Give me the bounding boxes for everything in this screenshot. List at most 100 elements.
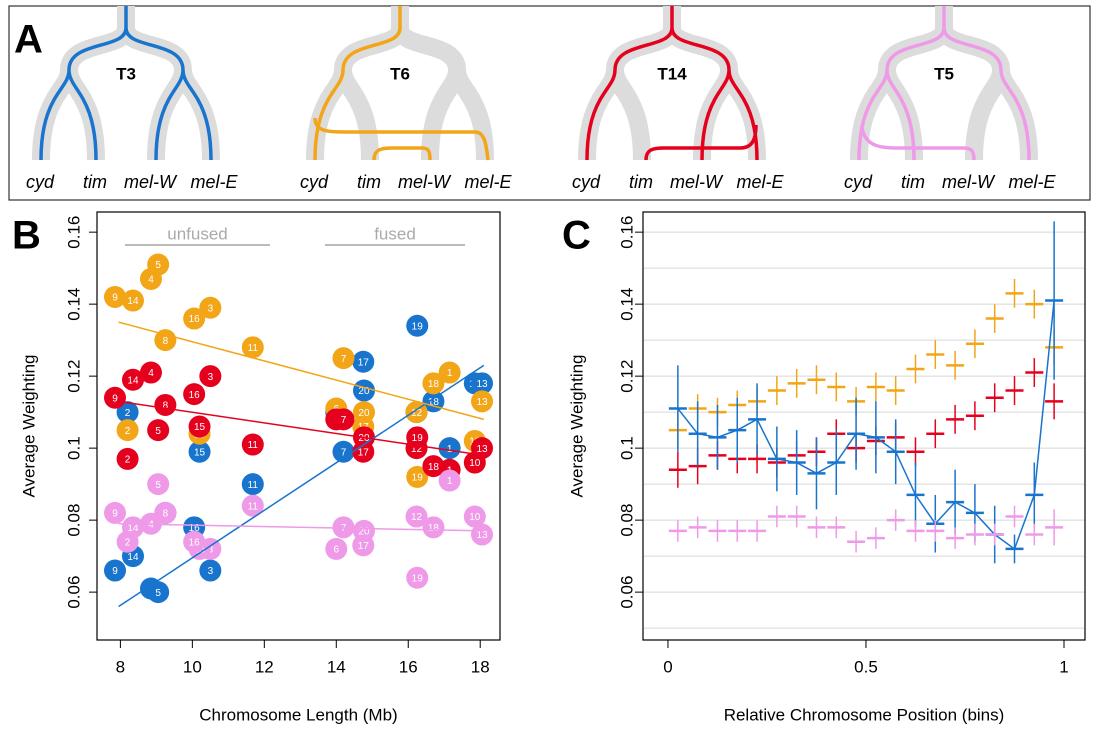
point [103, 285, 126, 308]
point-label: 9 [112, 566, 118, 577]
point [183, 307, 206, 330]
point-label: 12 [411, 444, 423, 455]
x-axis-title: Relative Chromosome Position (bins) [724, 705, 1005, 724]
point-label: 14 [127, 296, 139, 307]
point-label: 3 [208, 545, 214, 556]
point-label: 11 [248, 440, 259, 451]
plot-frame [96, 211, 501, 641]
point [332, 347, 355, 370]
y-tick-label: 0.16 [617, 216, 636, 249]
point-label: 2 [125, 408, 131, 419]
point-label: 20 [358, 433, 370, 444]
tip-label: mel-E [464, 172, 512, 192]
point [154, 393, 177, 416]
y-tick-label: 0.08 [64, 504, 83, 537]
tip-label: cyd [26, 172, 55, 192]
series-line [677, 300, 1055, 551]
point-label: 20 [358, 408, 370, 419]
panel-label: A [14, 18, 43, 62]
tip-label: cyd [300, 172, 329, 192]
x-tick-label: 14 [327, 657, 346, 676]
point-label: 13 [476, 530, 488, 541]
point-label: 14 [127, 552, 139, 563]
point [405, 505, 428, 528]
point [352, 350, 375, 373]
point-label: 2 [125, 426, 131, 437]
gene-tree [39, 6, 213, 161]
y-axis-title: Average Weighting [19, 354, 38, 497]
point [471, 523, 494, 546]
point-label: 5 [155, 426, 161, 437]
point-label: 9 [112, 509, 118, 520]
point-label: 7 [341, 447, 347, 458]
point [183, 530, 206, 553]
point-label: 9 [112, 293, 118, 304]
point [471, 390, 494, 413]
point [406, 426, 429, 449]
point [352, 519, 375, 542]
y-tick-label: 0.14 [64, 288, 83, 321]
tree: T5 cyd tim mel-W mel-E [844, 6, 1056, 192]
point-label: 1 [447, 476, 453, 487]
y-tick-label: 0.12 [617, 360, 636, 393]
point [241, 494, 264, 517]
point-label: 18 [428, 379, 440, 390]
point-label: 2 [125, 455, 131, 466]
x-tick-label: 18 [471, 657, 490, 676]
point [116, 447, 139, 470]
point [121, 516, 144, 539]
point-label: 14 [127, 523, 139, 534]
point [406, 314, 429, 337]
y-tick-label: 0.16 [64, 216, 83, 249]
point [332, 408, 355, 431]
tree: T14 cyd tim mel-W mel-E [572, 6, 784, 192]
trend-line [118, 522, 484, 532]
point [116, 419, 139, 442]
tip-label: mel-W [942, 172, 996, 192]
gene-tree [313, 6, 490, 161]
point [183, 383, 206, 406]
y-tick-label: 0.06 [64, 576, 83, 609]
point-label: 10 [469, 512, 481, 523]
point [103, 501, 126, 524]
point-label: 3 [208, 303, 214, 314]
point [121, 289, 144, 312]
point-label: 7 [341, 415, 347, 426]
point-label: 19 [412, 573, 424, 584]
tip-label: tim [629, 172, 653, 192]
point-label: 1 [447, 368, 453, 379]
point [438, 437, 461, 460]
point-label: 11 [248, 480, 259, 491]
plot-frame [642, 211, 1086, 641]
point-label: 17 [358, 357, 370, 368]
point-label: 3 [208, 372, 214, 383]
point [188, 440, 211, 463]
point [139, 361, 162, 384]
point-label: 5 [155, 588, 161, 599]
point [471, 372, 494, 395]
point [422, 455, 445, 478]
point [154, 501, 177, 524]
tip-label: mel-E [736, 172, 784, 192]
point-label: 11 [248, 343, 259, 354]
point-label: 20 [358, 386, 370, 397]
tip-label: cyd [572, 172, 601, 192]
y-tick-label: 0.08 [617, 504, 636, 537]
point-label: 10 [469, 458, 481, 469]
point [241, 433, 264, 456]
tip-label: tim [357, 172, 381, 192]
annotation: unfused [167, 224, 228, 243]
point [332, 440, 355, 463]
point-label: 4 [148, 275, 154, 286]
point-label: 16 [189, 537, 201, 548]
point-label: 3 [208, 566, 214, 577]
point-label: 16 [189, 523, 201, 534]
point [241, 473, 264, 496]
point-label: 6 [334, 545, 340, 556]
point-label: 5 [155, 480, 161, 491]
point-label: 20 [358, 527, 370, 538]
point-label: 17 [358, 541, 370, 552]
point-label: 14 [127, 375, 139, 386]
point-label: 12 [411, 512, 423, 523]
topology-label: T6 [390, 64, 410, 83]
